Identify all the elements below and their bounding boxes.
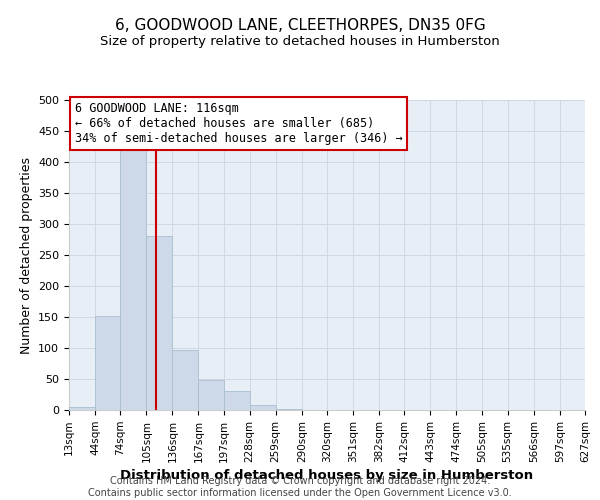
Bar: [199, 380, 224, 410]
Text: Contains HM Land Registry data © Crown copyright and database right 2024.
Contai: Contains HM Land Registry data © Crown c…: [88, 476, 512, 498]
Bar: [172, 350, 199, 410]
Y-axis label: Number of detached properties: Number of detached properties: [20, 156, 32, 354]
Bar: [276, 409, 302, 410]
Bar: [146, 236, 172, 410]
Text: 6 GOODWOOD LANE: 116sqm
← 66% of detached houses are smaller (685)
34% of semi-d: 6 GOODWOOD LANE: 116sqm ← 66% of detache…: [75, 102, 403, 145]
X-axis label: Distribution of detached houses by size in Humberston: Distribution of detached houses by size …: [121, 469, 533, 482]
Bar: [69, 407, 95, 410]
Bar: [120, 150, 146, 410]
Bar: [224, 392, 250, 410]
Bar: [95, 316, 120, 410]
Bar: [250, 405, 276, 410]
Text: 6, GOODWOOD LANE, CLEETHORPES, DN35 0FG: 6, GOODWOOD LANE, CLEETHORPES, DN35 0FG: [115, 18, 485, 32]
Text: Size of property relative to detached houses in Humberston: Size of property relative to detached ho…: [100, 35, 500, 48]
